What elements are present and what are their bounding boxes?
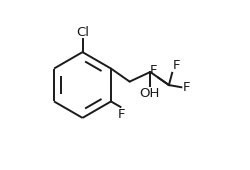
Text: F: F xyxy=(182,81,190,94)
Text: F: F xyxy=(172,59,180,72)
Text: Cl: Cl xyxy=(76,26,89,39)
Text: F: F xyxy=(117,108,124,121)
Text: F: F xyxy=(150,64,157,77)
Text: OH: OH xyxy=(139,87,159,100)
